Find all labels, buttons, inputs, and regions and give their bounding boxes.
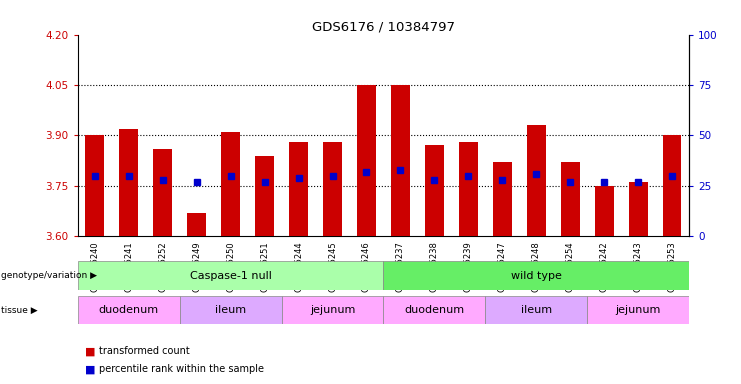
Text: ■: ■	[85, 346, 96, 356]
Bar	[179, 296, 282, 324]
Text: Caspase-1 null: Caspase-1 null	[190, 270, 271, 281]
Text: percentile rank within the sample: percentile rank within the sample	[99, 364, 264, 374]
Bar	[587, 296, 689, 324]
Bar	[384, 261, 689, 290]
Bar	[323, 142, 342, 236]
Text: jejunum: jejunum	[310, 305, 355, 315]
Bar	[662, 136, 682, 236]
Text: duodenum: duodenum	[405, 305, 465, 315]
Bar	[255, 156, 274, 236]
Text: ■: ■	[85, 364, 96, 374]
Title: GDS6176 / 10384797: GDS6176 / 10384797	[312, 20, 455, 33]
Bar	[629, 182, 648, 236]
Bar	[425, 146, 444, 236]
Bar	[282, 296, 384, 324]
Bar	[459, 142, 478, 236]
Bar	[78, 296, 179, 324]
Bar	[561, 162, 579, 236]
Bar	[485, 296, 587, 324]
Bar	[527, 125, 545, 236]
Bar	[493, 162, 512, 236]
Bar	[391, 85, 410, 236]
Bar	[119, 129, 138, 236]
Bar	[595, 186, 614, 236]
Text: jejunum: jejunum	[616, 305, 661, 315]
Bar	[78, 261, 384, 290]
Text: ileum: ileum	[215, 305, 246, 315]
Bar	[85, 136, 104, 236]
Bar	[384, 296, 485, 324]
Bar	[289, 142, 308, 236]
Text: tissue ▶: tissue ▶	[1, 306, 38, 314]
Text: duodenum: duodenum	[99, 305, 159, 315]
Text: ileum: ileum	[521, 305, 552, 315]
Text: transformed count: transformed count	[99, 346, 189, 356]
Bar	[222, 132, 240, 236]
Bar	[187, 213, 206, 236]
Text: genotype/variation ▶: genotype/variation ▶	[1, 271, 98, 280]
Bar	[153, 149, 172, 236]
Text: wild type: wild type	[511, 270, 562, 281]
Bar	[357, 85, 376, 236]
